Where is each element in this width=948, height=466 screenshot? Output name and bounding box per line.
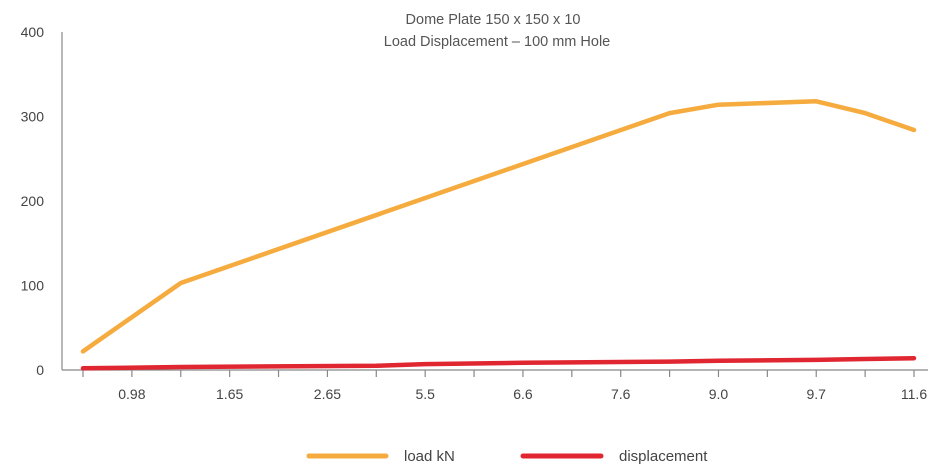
y-tick-label: 100 (21, 278, 45, 294)
x-tick-label: 9.0 (709, 386, 729, 402)
x-tick-label: 6.6 (513, 386, 533, 402)
x-tick-label: 5.5 (415, 386, 435, 402)
y-tick-label: 400 (21, 24, 45, 40)
x-tick-label: 2.65 (314, 386, 341, 402)
y-tick-label: 200 (21, 193, 45, 209)
series-line-load (80, 99, 917, 354)
x-tick-label: 9.7 (807, 386, 827, 402)
legend: load kN displacement (306, 448, 708, 465)
x-tick-label: 11.6 (901, 386, 927, 402)
legend-label: load kN (404, 448, 455, 465)
chart-title: Dome Plate 150 x 150 x 10 (406, 12, 581, 28)
y-axis-labels: 0 100 200 300 400 (21, 24, 45, 378)
x-tick-label: 0.98 (118, 386, 145, 402)
x-axis-ticks (82, 370, 915, 377)
x-tick-label: 7.6 (611, 386, 631, 402)
legend-label: displacement (619, 448, 708, 465)
series-line-displacement (80, 355, 917, 371)
y-tick-label: 300 (21, 109, 45, 125)
x-axis-labels: 0.98 1.65 2.65 5.5 6.6 7.6 9.0 9.7 11.6 (118, 386, 927, 402)
chart-subtitle: Load Displacement – 100 mm Hole (384, 34, 610, 50)
series-lines (80, 99, 917, 371)
y-tick-label: 0 (36, 362, 44, 378)
x-tick-label: 1.65 (216, 386, 243, 402)
